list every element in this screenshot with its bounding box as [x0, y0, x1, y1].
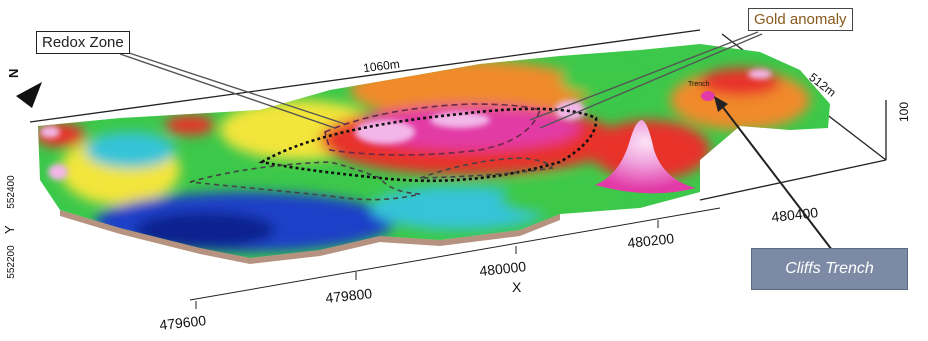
- north-label: N: [6, 69, 21, 78]
- pink-peak: [595, 120, 696, 194]
- y-axis-title: Y: [2, 225, 17, 234]
- x-tick-label-480200: 480200: [627, 230, 675, 251]
- redox-zone-callout: Redox Zone: [36, 31, 130, 54]
- y-tick-label-552400: 552400: [6, 175, 17, 209]
- x-tick-label-480000: 480000: [479, 258, 527, 279]
- x-tick-label-479800: 479800: [325, 285, 373, 306]
- anomaly-pink-1: [355, 120, 415, 144]
- cliffs-trench-callout: Cliffs Trench: [751, 248, 908, 290]
- x-tick-label-480400: 480400: [771, 204, 819, 225]
- zone-blue-deep: [135, 212, 275, 248]
- zone-red-north: [165, 115, 215, 135]
- y-tick-label-552200: 552200: [6, 245, 17, 279]
- y-axis: Y 552400 552200: [2, 175, 17, 279]
- north-arrow: N: [6, 69, 42, 108]
- redox-zone-outline: [189, 107, 598, 201]
- x-tick-label-479600: 479600: [159, 312, 207, 333]
- callout-leaders: [119, 31, 763, 129]
- gold-leader-a: [529, 31, 759, 121]
- surface-skirt: [60, 210, 560, 264]
- zone-green-south: [500, 180, 620, 216]
- anomaly-pink-2: [430, 112, 490, 128]
- redox-leader-a: [119, 49, 346, 125]
- gold-anomaly-outline: [324, 103, 542, 156]
- north-arrow-icon: [16, 82, 42, 108]
- x-axis: 479600 479800 480000 480200 480400 X: [159, 204, 819, 333]
- height-dimension-label: 100: [897, 102, 911, 122]
- cliffs-trench-arrow: [714, 96, 833, 251]
- zone-magenta-core: [360, 106, 580, 150]
- zone-green-east: [560, 65, 640, 95]
- zone-cyan-west: [85, 132, 175, 168]
- length-dimension-label: 1060m: [362, 57, 400, 75]
- redox-leader-b: [119, 53, 336, 129]
- gold-anomaly-callout: Gold anomaly: [748, 8, 853, 31]
- anomaly-pink-4: [40, 126, 60, 138]
- gold-leader-b: [539, 33, 763, 129]
- anomaly-pink-5: [748, 69, 772, 79]
- anomaly-pink-6: [48, 164, 68, 180]
- trench-marker: [701, 91, 715, 101]
- trench-marker-label: Trench: [688, 81, 710, 88]
- x-axis-title: X: [512, 279, 522, 295]
